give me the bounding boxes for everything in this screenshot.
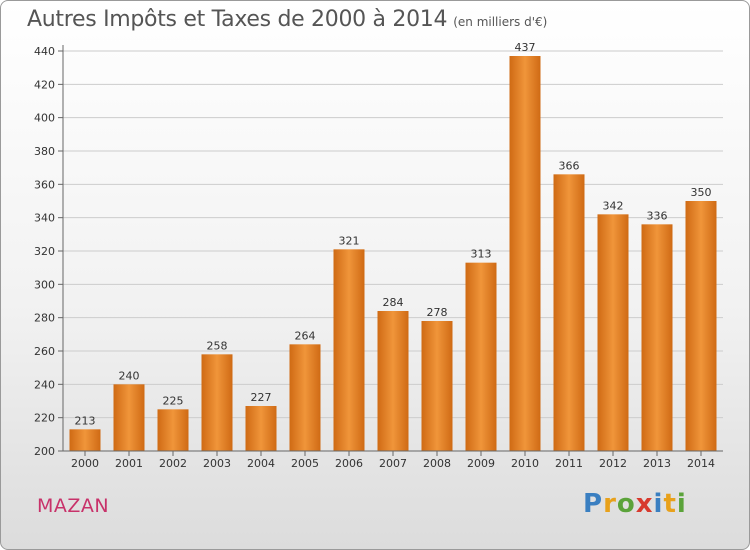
logo-letter: x	[635, 489, 654, 519]
value-label-2012: 342	[603, 199, 624, 212]
logo-letter: t	[663, 489, 677, 519]
bar-2013	[641, 224, 673, 451]
y-tick-label: 320	[34, 245, 55, 258]
x-tick-label-2003: 2003	[203, 457, 231, 470]
x-tick-label-2013: 2013	[643, 457, 671, 470]
value-label-2007: 284	[383, 296, 404, 309]
y-tick-label: 340	[34, 212, 55, 225]
value-label-2003: 258	[207, 339, 228, 352]
x-tick-label-2007: 2007	[379, 457, 407, 470]
bars: 213 240 225 258 227 264 321 284 278 313 437 366 342 3…	[69, 41, 717, 452]
proxiti-logo: Proxiti	[583, 489, 687, 519]
value-label-2004: 227	[251, 391, 272, 404]
x-tick-label-2004: 2004	[247, 457, 275, 470]
logo-letter: i	[653, 489, 664, 519]
chart-title: Autres Impôts et Taxes de 2000 à 2014 (en…	[27, 7, 547, 32]
logo-letter: i	[676, 489, 687, 519]
x-tick-label-2005: 2005	[291, 457, 319, 470]
x-tick-label-2000: 2000	[71, 457, 99, 470]
x-tick-label-2010: 2010	[511, 457, 539, 470]
value-label-2000: 213	[75, 414, 96, 427]
value-label-2009: 313	[471, 248, 492, 261]
value-label-2014: 350	[691, 186, 712, 199]
x-tick-label-2014: 2014	[687, 457, 715, 470]
x-tick-label-2002: 2002	[159, 457, 187, 470]
bar-2002	[157, 409, 189, 451]
y-tick-label: 440	[34, 45, 55, 58]
bar-2006	[333, 249, 365, 451]
logo-letter: o	[616, 489, 636, 519]
bar-2010	[509, 56, 541, 451]
bar-2003	[201, 354, 233, 451]
bar-2008	[421, 321, 453, 451]
x-tick-label-2011: 2011	[555, 457, 583, 470]
axes: 200 220 240 260 280 300 320 340 360 380 400 420 440 2…	[34, 45, 723, 470]
y-tick-label: 280	[34, 312, 55, 325]
bar-2001	[113, 384, 145, 451]
y-tick-label: 240	[34, 378, 55, 391]
bar-2000	[69, 429, 101, 451]
x-tick-label-2012: 2012	[599, 457, 627, 470]
y-tick-label: 300	[34, 278, 55, 291]
value-label-2005: 264	[295, 329, 316, 342]
y-tick-label: 420	[34, 78, 55, 91]
y-tick-label: 380	[34, 145, 55, 158]
value-label-2001: 240	[119, 369, 140, 382]
bar-2011	[553, 174, 585, 452]
value-label-2010: 437	[515, 41, 536, 54]
bar-2014	[685, 201, 717, 451]
bar-2005	[289, 344, 321, 451]
value-label-2013: 336	[647, 209, 668, 222]
value-label-2011: 366	[559, 159, 580, 172]
bar-2007	[377, 311, 409, 451]
y-tick-label: 360	[34, 178, 55, 191]
x-tick-label-2008: 2008	[423, 457, 451, 470]
y-tick-label: 400	[34, 112, 55, 125]
y-tick-label: 220	[34, 412, 55, 425]
title-text: Autres Impôts et Taxes de 2000 à 2014	[27, 7, 448, 32]
y-tick-label: 260	[34, 345, 55, 358]
y-tick-label: 200	[34, 445, 55, 458]
value-label-2008: 278	[427, 306, 448, 319]
logo-letter: P	[583, 489, 604, 519]
x-tick-label-2001: 2001	[115, 457, 143, 470]
x-tick-label-2006: 2006	[335, 457, 363, 470]
bar-2009	[465, 262, 497, 451]
value-label-2006: 321	[339, 234, 360, 247]
subtitle-text: (en milliers d'€)	[453, 15, 548, 29]
commune-name: MAZAN	[37, 495, 110, 517]
bar-2012	[597, 214, 629, 451]
logo-letter: r	[603, 489, 617, 519]
x-tick-label-2009: 2009	[467, 457, 495, 470]
value-label-2002: 225	[163, 394, 184, 407]
bar-2004	[245, 406, 277, 451]
